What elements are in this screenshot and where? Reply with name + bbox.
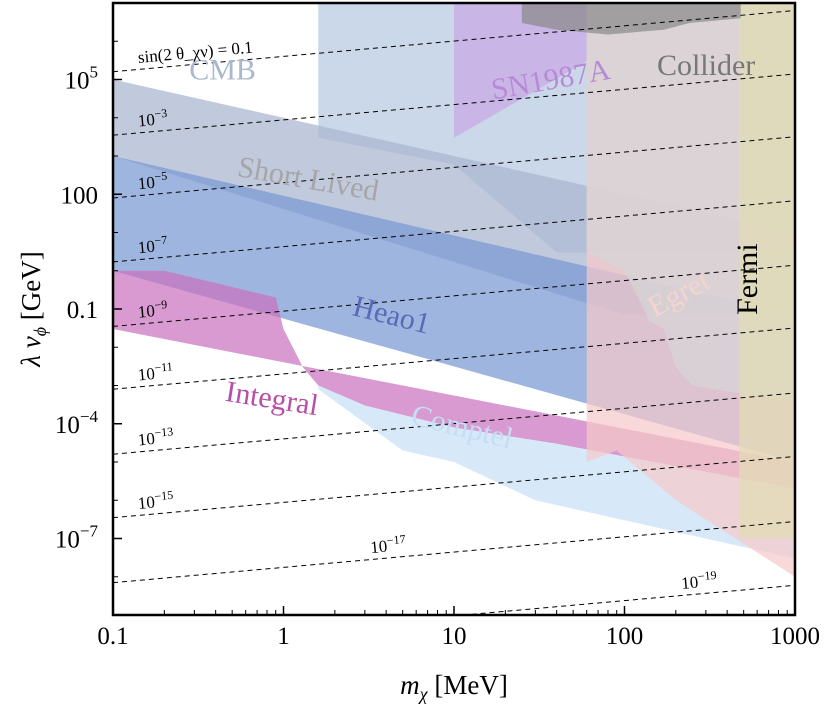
contour-line bbox=[113, 264, 795, 327]
contour-line bbox=[113, 200, 795, 263]
contour-label: 10−7 bbox=[137, 233, 169, 258]
contour-label: 10−15 bbox=[137, 488, 175, 513]
mixing-angle-contours bbox=[113, 9, 795, 615]
contour-line bbox=[458, 584, 795, 615]
x-tick-label: 0.1 bbox=[97, 623, 128, 650]
region-fermi bbox=[739, 3, 795, 539]
y-axis-label: λ vϕ [GeV] bbox=[16, 251, 50, 367]
label-integral: Integral bbox=[223, 375, 320, 422]
x-tick-label: 100 bbox=[606, 623, 644, 650]
contour-label: 10−11 bbox=[137, 359, 174, 384]
contour-line bbox=[113, 9, 795, 73]
contour-label: 10−19 bbox=[680, 568, 718, 593]
label-fermi: Fermi bbox=[731, 243, 764, 315]
y-tick-label: 10−7 bbox=[55, 522, 99, 554]
contour-label: 10−3 bbox=[137, 106, 169, 131]
contour-line bbox=[113, 455, 795, 519]
label-cmb: CMB bbox=[189, 54, 256, 87]
contour-label: 10−17 bbox=[369, 532, 407, 557]
contour-label: 10−5 bbox=[137, 169, 169, 194]
x-tick-label: 10 bbox=[442, 623, 467, 650]
label-collider: Collider bbox=[657, 49, 755, 82]
x-tick-label: 1000 bbox=[770, 623, 820, 650]
y-tick-label: 10−4 bbox=[55, 407, 99, 439]
contour-line bbox=[113, 392, 795, 455]
contour-line bbox=[113, 520, 795, 584]
x-tick-label: 1 bbox=[277, 623, 290, 650]
contour-line bbox=[113, 73, 795, 136]
y-tick-label: 105 bbox=[65, 63, 99, 95]
y-tick-label: 0.1 bbox=[67, 297, 98, 324]
x-axis-label: mχ [MeV] bbox=[400, 670, 508, 704]
contour-label: 10−9 bbox=[137, 297, 169, 322]
contour-label: 10−13 bbox=[137, 424, 175, 449]
axes: 0.1 1 10 100 1000 10−7 10−4 0.1 100 105 bbox=[55, 2, 820, 650]
contour-line bbox=[113, 136, 795, 199]
region-sn1987a bbox=[454, 3, 587, 138]
excluded-regions bbox=[113, 3, 795, 577]
region-collider-dark bbox=[521, 3, 741, 35]
y-tick-label: 100 bbox=[61, 182, 99, 209]
contour-line bbox=[113, 327, 795, 390]
